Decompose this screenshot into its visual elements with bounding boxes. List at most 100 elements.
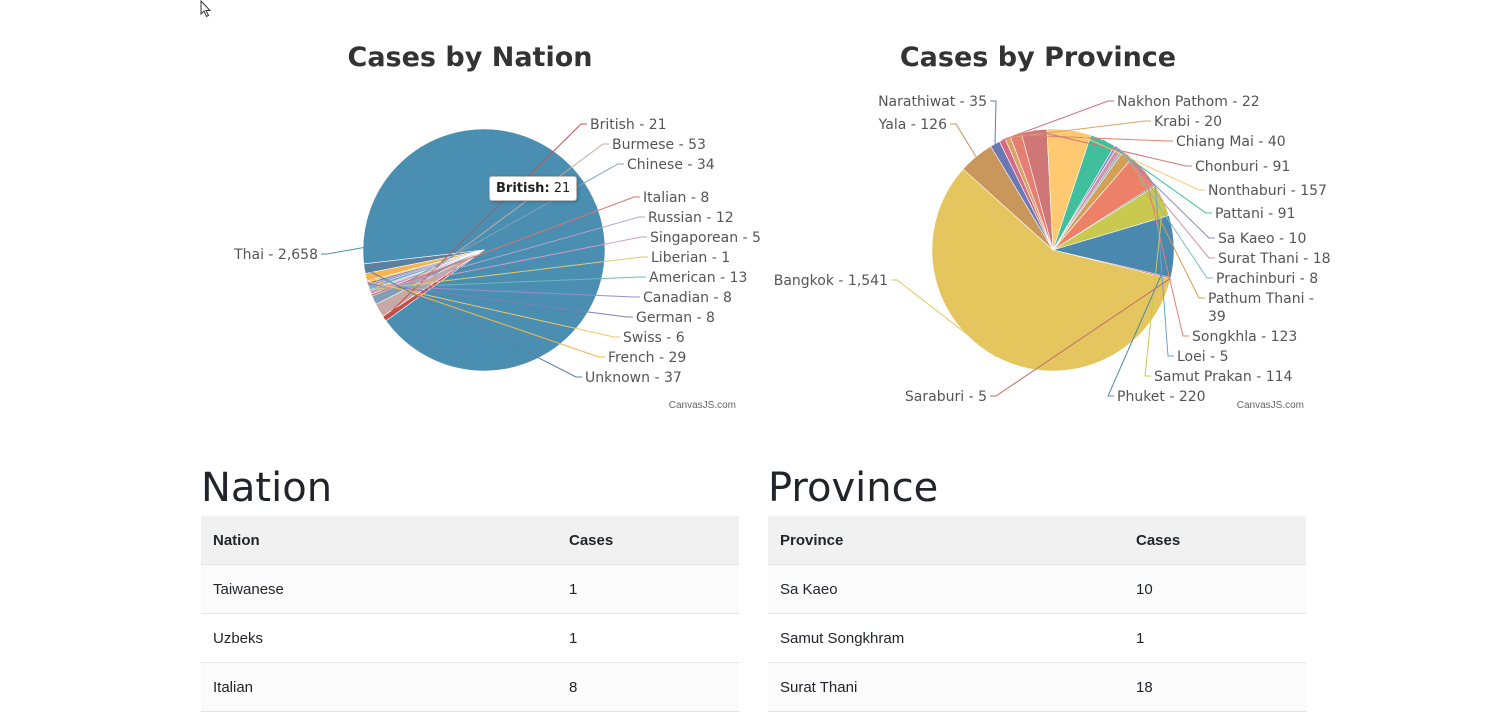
label-connector	[1033, 130, 1192, 167]
tooltip-value: 21	[553, 181, 571, 196]
table-row: Sa Kaeo 10	[768, 564, 1306, 614]
slice-label-pathum-thani: Pathum Thani -39	[1208, 291, 1314, 325]
column-header-cases[interactable]: Cases	[557, 516, 739, 565]
label-connector	[1102, 139, 1212, 214]
label-connector	[1121, 150, 1213, 279]
label-connector	[1002, 100, 1114, 141]
table-row: Surat Thani 18	[768, 662, 1306, 712]
row-cases-cell: 10	[1124, 564, 1306, 614]
column-header-cases[interactable]: Cases	[1124, 516, 1306, 565]
row-name-cell: Surat Thani	[768, 662, 1124, 712]
slice-label-burmese: Burmese - 53	[612, 137, 706, 153]
province-table: Province Cases Sa Kaeo 10 Samut Songkhram 1…	[768, 516, 1306, 712]
slice-label-british: British - 21	[590, 117, 667, 133]
slice-label-chinese: Chinese - 34	[627, 157, 715, 173]
table-row: Uzbeks 1	[201, 613, 739, 663]
label-connector	[950, 123, 977, 157]
table-row: Samut Songkhram 1	[768, 613, 1306, 663]
label-connector	[367, 281, 620, 338]
slice-label-chonburi: Chonburi - 91	[1195, 159, 1290, 175]
row-cases-cell: 18	[1124, 662, 1306, 712]
row-name-cell: Italian	[201, 662, 557, 712]
nation-table: Nation Cases Taiwanese 1 Uzbeks 1 Italian 8	[201, 516, 739, 712]
slice-label-thai: Thai - 2,658	[233, 247, 318, 263]
slice-label-canadian: Canadian - 8	[643, 290, 732, 306]
province-pie-svg[interactable]: Narathiwat - 35 Nakhon Pathom - 22 Krabi -…	[768, 0, 1331, 420]
label-connector	[1007, 120, 1151, 139]
slice-label-nonthaburi: Nonthaburi - 157	[1208, 183, 1327, 199]
province-heading: Province	[768, 465, 939, 511]
label-connector	[1143, 170, 1189, 337]
row-name-cell: Uzbeks	[201, 613, 557, 663]
slice-label-singaporean: Singaporean - 5	[650, 230, 761, 246]
nation-chart-title: Cases by Nation	[347, 42, 593, 73]
pie-slice-bangkok[interactable]	[931, 168, 1171, 372]
column-header-province[interactable]: Province	[768, 516, 1124, 565]
slice-label-liberian: Liberian - 1	[651, 250, 730, 266]
label-connector	[891, 279, 997, 358]
slice-label-nakhon-pathom: Nakhon Pathom - 22	[1117, 94, 1260, 110]
nation-heading: Nation	[201, 465, 333, 511]
slice-label-swiss: Swiss - 6	[623, 330, 685, 346]
slice-label-narathiwat: Narathiwat - 35	[878, 94, 987, 110]
label-connector	[383, 123, 587, 319]
slice-label-sa-kaeo: Sa Kaeo - 10	[1218, 231, 1306, 247]
label-connector	[1115, 146, 1215, 239]
pie-slice-yala[interactable]	[962, 145, 1054, 251]
label-connector	[365, 276, 605, 358]
row-name-cell: Taiwanese	[201, 564, 557, 614]
chart-tooltip: British: 21	[489, 176, 578, 201]
label-connector	[990, 100, 997, 144]
slice-label-russian: Russian - 12	[648, 210, 734, 226]
row-cases-cell: 1	[557, 564, 739, 614]
slice-label-saraburi: Saraburi - 5	[905, 389, 987, 405]
slice-label-french: French - 29	[608, 350, 686, 366]
table-header-row: Nation Cases	[201, 516, 739, 565]
slice-label-yala: Yala - 126	[878, 117, 947, 133]
label-connector	[373, 163, 624, 301]
slice-label-samut-prakan: Samut Prakan - 114	[1154, 369, 1293, 385]
label-connector	[364, 268, 582, 378]
label-connector	[321, 205, 597, 255]
slice-label-german: German - 8	[636, 310, 715, 326]
table-header-row: Province Cases	[768, 516, 1306, 565]
label-connector	[1154, 185, 1174, 357]
nation-section: Nation Nation Cases Taiwanese 1 Uzbeks 1 Ita…	[201, 462, 739, 712]
slice-label-prachinburi: Prachinburi - 8	[1216, 271, 1318, 287]
label-connector	[367, 283, 633, 318]
label-connector	[368, 285, 640, 298]
label-connector	[369, 276, 646, 289]
label-connector	[378, 143, 609, 311]
slice-label-krabi: Krabi - 20	[1154, 114, 1222, 130]
label-connector	[990, 277, 1171, 397]
slice-label-unknown: Unknown - 37	[585, 370, 682, 386]
slice-label-italian: Italian - 8	[643, 190, 709, 206]
column-header-nation[interactable]: Nation	[201, 516, 557, 565]
row-name-cell: Samut Songkhram	[768, 613, 1124, 663]
label-connector	[1015, 134, 1173, 142]
slice-label-surat-thani: Surat Thani - 18	[1218, 251, 1331, 267]
row-cases-cell: 1	[557, 613, 739, 663]
nation-pie-chart[interactable]: Thai - 2,658 British - 21 Burmese - 53 Chin…	[200, 0, 761, 420]
province-chart-title: Cases by Province	[899, 42, 1177, 73]
province-pie-chart[interactable]: Narathiwat - 35 Nakhon Pathom - 22 Krabi -…	[768, 0, 1331, 420]
table-row: Italian 8	[201, 662, 739, 712]
slice-label-phuket: Phuket - 220	[1117, 389, 1206, 405]
slice-label-american: American - 13	[649, 270, 747, 286]
slice-label-chiang-mai: Chiang Mai - 40	[1176, 134, 1286, 150]
row-cases-cell: 1	[1124, 613, 1306, 663]
slice-label-pattani: Pattani - 91	[1215, 206, 1295, 222]
label-connector	[1118, 148, 1215, 259]
label-connector	[369, 236, 647, 292]
canvasjs-credit[interactable]: CanvasJS.com	[1236, 400, 1304, 411]
slice-label-loei: Loei - 5	[1177, 349, 1228, 365]
tooltip-label: British:	[496, 181, 550, 196]
canvasjs-credit[interactable]: CanvasJS.com	[668, 400, 736, 411]
label-connector	[1144, 200, 1164, 377]
label-connector	[371, 196, 640, 296]
label-connector	[369, 256, 648, 291]
province-section: Province Province Cases Sa Kaeo 10 Samut S…	[768, 462, 1306, 712]
label-connector	[1068, 129, 1205, 191]
slice-label-songkhla: Songkhla - 123	[1192, 329, 1297, 345]
label-connector	[1107, 246, 1175, 397]
